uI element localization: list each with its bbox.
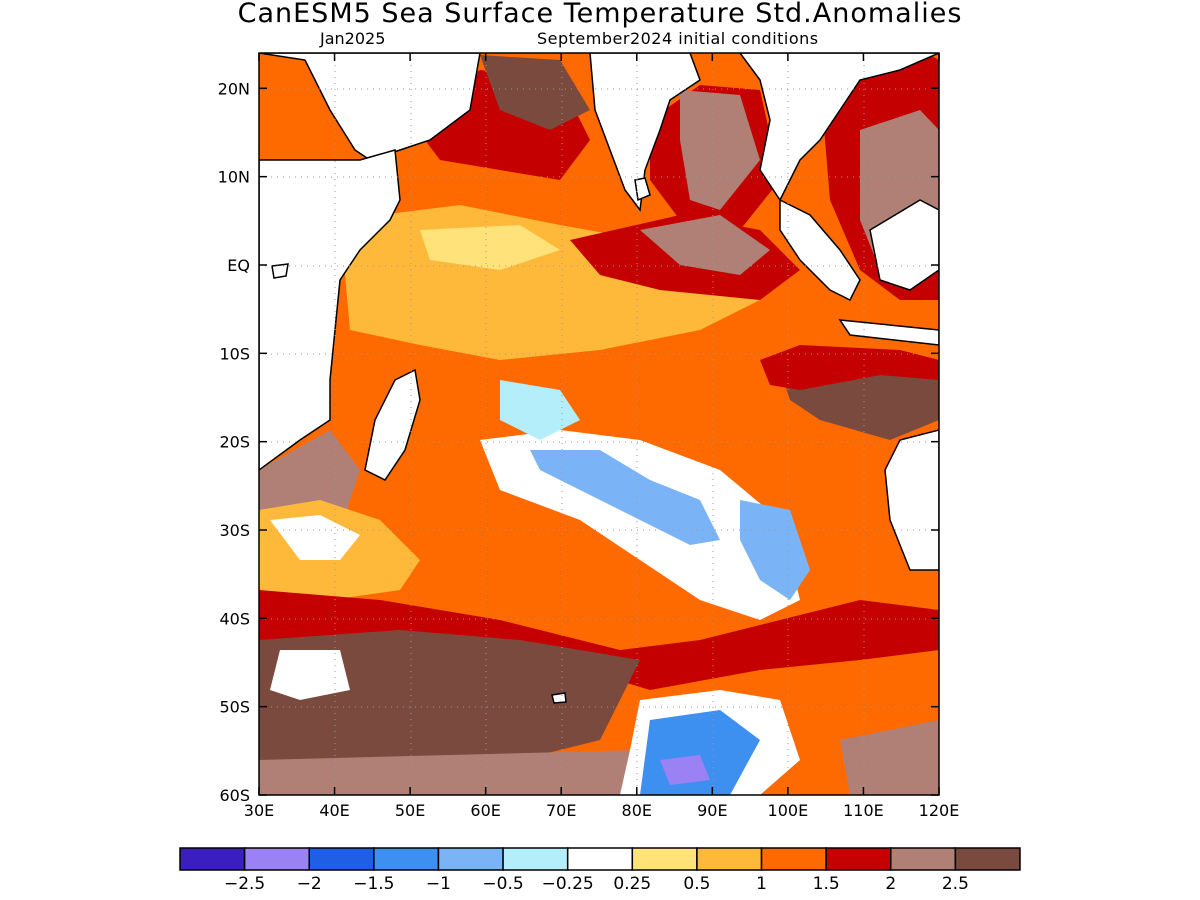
longitude-axis: 30E 40E 50E 60E 70E 80E 90E 100E 110E 120E (244, 53, 960, 820)
colorbar-swatch (243, 847, 310, 871)
lon-tick-label: 110E (843, 801, 884, 820)
anomaly-zone-lightyellow-1 (420, 225, 560, 270)
colorbar-label: 2 (885, 874, 896, 894)
lon-tick-label: 30E (244, 801, 274, 820)
anomaly-zone-red-southern (259, 590, 939, 690)
land-kerguelen (551, 692, 567, 704)
anomaly-zone-brown-arabian (480, 55, 590, 130)
lat-tick-label: 40S (219, 609, 250, 628)
colorbar-label: −2 (297, 874, 322, 894)
colorbar-swatch (308, 847, 375, 871)
colorbar-label: 1.5 (813, 874, 840, 894)
latitude-axis: 20N 10N EQ 10S 20S 30S 40S 50S 60S (218, 79, 939, 805)
anomaly-zone-cyan-north (500, 380, 580, 440)
land-sri-lanka (634, 177, 651, 202)
land-java (838, 319, 939, 346)
colorbar-label: −1.5 (353, 874, 394, 894)
colorbar-swatch (502, 847, 569, 871)
lon-tick-label: 80E (622, 801, 652, 820)
colorbar-swatch (954, 847, 1021, 871)
colorbar-label: −1 (426, 874, 451, 894)
colorbar: −2.5 −2 −1.5 −1 −0.5 −0.25 0.25 0.5 1 1.5 2 2.5 (179, 847, 1021, 894)
anomaly-zone-rose-se (840, 720, 939, 795)
anomaly-field (259, 53, 939, 795)
lat-tick-label: 10S (219, 344, 250, 363)
anomaly-zone-blue-east (740, 500, 810, 600)
land-island-eq (271, 263, 289, 279)
initial-conditions: September2024 initial conditions (537, 29, 819, 48)
lon-tick-label: 90E (697, 801, 727, 820)
anomaly-zone-white-sw2 (270, 650, 350, 700)
colorbar-swatch (437, 847, 504, 871)
lat-tick-label: 60S (219, 786, 250, 805)
anomaly-zone-rose-bengal (680, 90, 760, 210)
anomaly-zone-rose-southedge (259, 750, 640, 795)
colorbar-swatch (760, 847, 827, 871)
lon-tick-label: 70E (546, 801, 576, 820)
anomaly-zone-brown-south (259, 630, 640, 780)
colorbar-label: −0.5 (482, 874, 523, 894)
lat-tick-label: 50S (219, 698, 250, 717)
lon-tick-label: 40E (319, 801, 349, 820)
lat-tick-label: EQ (227, 256, 250, 275)
colorbar-swatch (696, 847, 763, 871)
landmasses (259, 53, 939, 704)
colorbar-label: −0.25 (542, 874, 594, 894)
colorbar-label: 2.5 (942, 874, 969, 894)
colorbar-label: 1 (756, 874, 767, 894)
lon-tick-label: 100E (768, 801, 809, 820)
lat-tick-label: 20N (218, 79, 250, 98)
colorbar-swatch (631, 847, 698, 871)
colorbar-label: 0.5 (683, 874, 710, 894)
anomaly-zone-red-nwaus (760, 345, 939, 390)
anomaly-zone-white-sw (270, 515, 360, 560)
lat-tick-label: 20S (219, 433, 250, 452)
colorbar-swatch (373, 847, 440, 871)
lon-tick-label: 120E (919, 801, 960, 820)
lon-tick-label: 50E (395, 801, 425, 820)
anomaly-zone-blue-central (530, 450, 720, 545)
land-madagascar (364, 368, 421, 481)
map-title: CanESM5 Sea Surface Temperature Std.Anom… (237, 0, 963, 29)
colorbar-swatch (566, 847, 634, 871)
land-sumatra (779, 198, 861, 302)
anomaly-zone-rose-eq (640, 215, 770, 275)
forecast-month: Jan2025 (320, 29, 386, 48)
colorbar-label: 0.25 (613, 874, 651, 894)
colorbar-swatch (825, 847, 892, 871)
map-frame (258, 52, 940, 796)
colorbar-label: −2.5 (224, 874, 265, 894)
lon-tick-label: 60E (470, 801, 500, 820)
land-australia (884, 429, 939, 571)
land-east-africa (259, 149, 401, 471)
anomaly-zone-purple-ssouth (660, 755, 710, 785)
lat-tick-label: 30S (219, 521, 250, 540)
land-india (589, 53, 701, 212)
map-grid (259, 53, 939, 795)
lat-tick-label: 10N (218, 168, 250, 187)
land-southeast-asia (739, 53, 939, 202)
colorbar-swatch (890, 847, 957, 871)
land-borneo (869, 199, 939, 291)
colorbar-swatch (179, 847, 246, 871)
